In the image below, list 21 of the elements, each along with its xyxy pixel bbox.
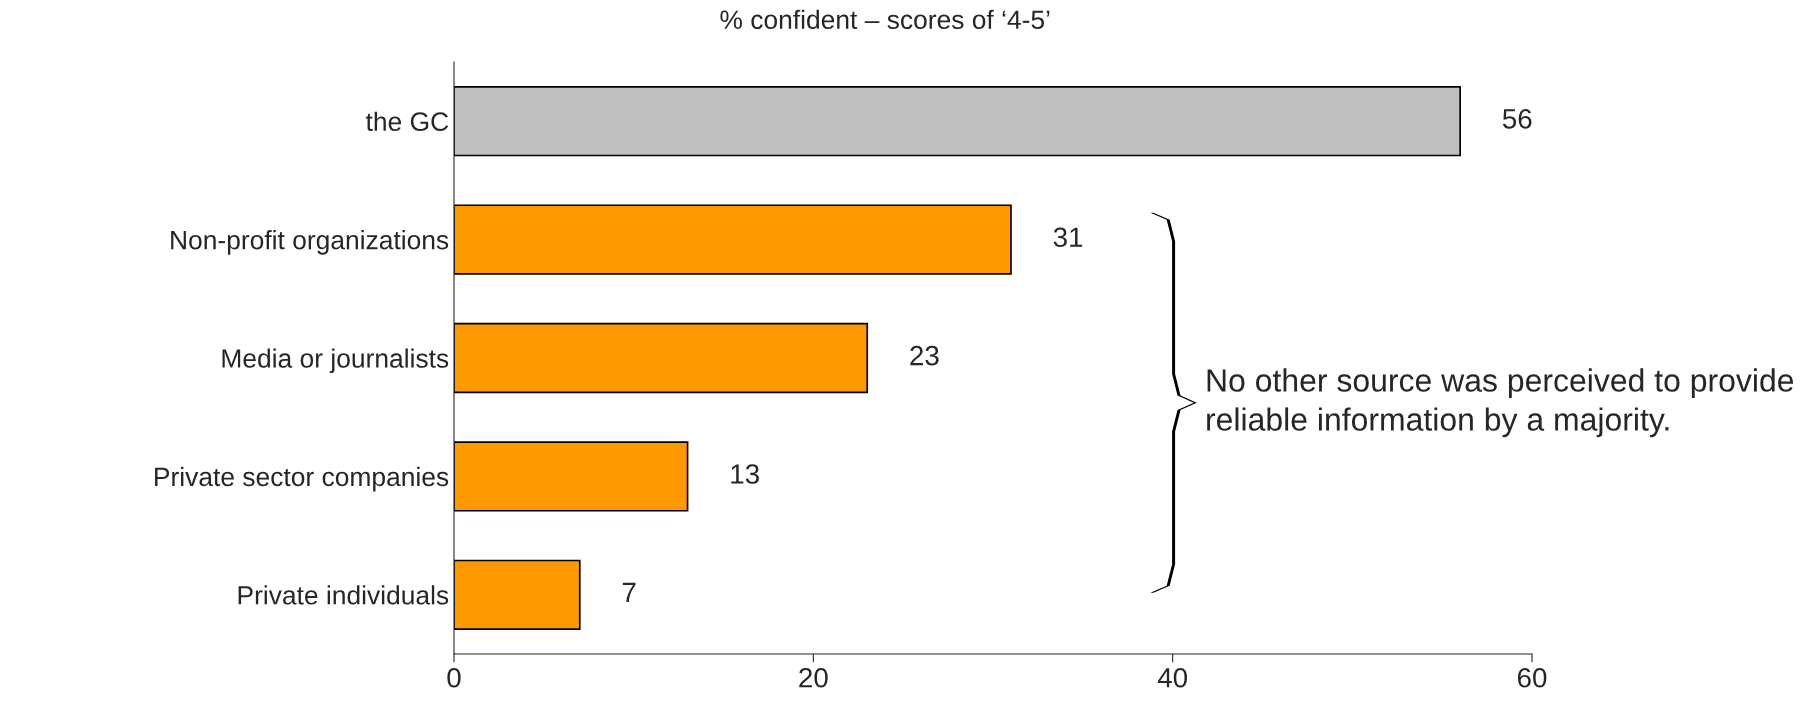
bar: [454, 86, 1461, 157]
y-tick-label: Non-profit organizations: [171, 230, 449, 255]
bar: [454, 204, 1012, 275]
data-label: 13: [731, 464, 759, 484]
data-label: 23: [910, 345, 939, 366]
x-tick-label: 20: [799, 667, 828, 688]
data-label: 7: [622, 582, 636, 602]
x-tick-label: 60: [1517, 667, 1547, 688]
bar: [454, 441, 689, 512]
chart-title: % confident – scores of ‘4-5’: [720, 9, 1050, 30]
y-tick-label: Media or journalists: [222, 348, 449, 374]
x-tick-label: 40: [1157, 667, 1188, 688]
y-tick-label: Private individuals: [238, 585, 449, 605]
bar: [454, 322, 869, 394]
y-tick-label: Private sector companies: [155, 466, 449, 492]
bar: [454, 559, 581, 630]
x-tick-label: 0: [447, 667, 461, 688]
y-tick-label: the GC: [365, 111, 449, 132]
annotation: No other source was perceived to provide reliable information by a majority.: [1207, 368, 1794, 438]
data-label: 31: [1053, 227, 1083, 248]
data-label: 56: [1502, 108, 1532, 129]
